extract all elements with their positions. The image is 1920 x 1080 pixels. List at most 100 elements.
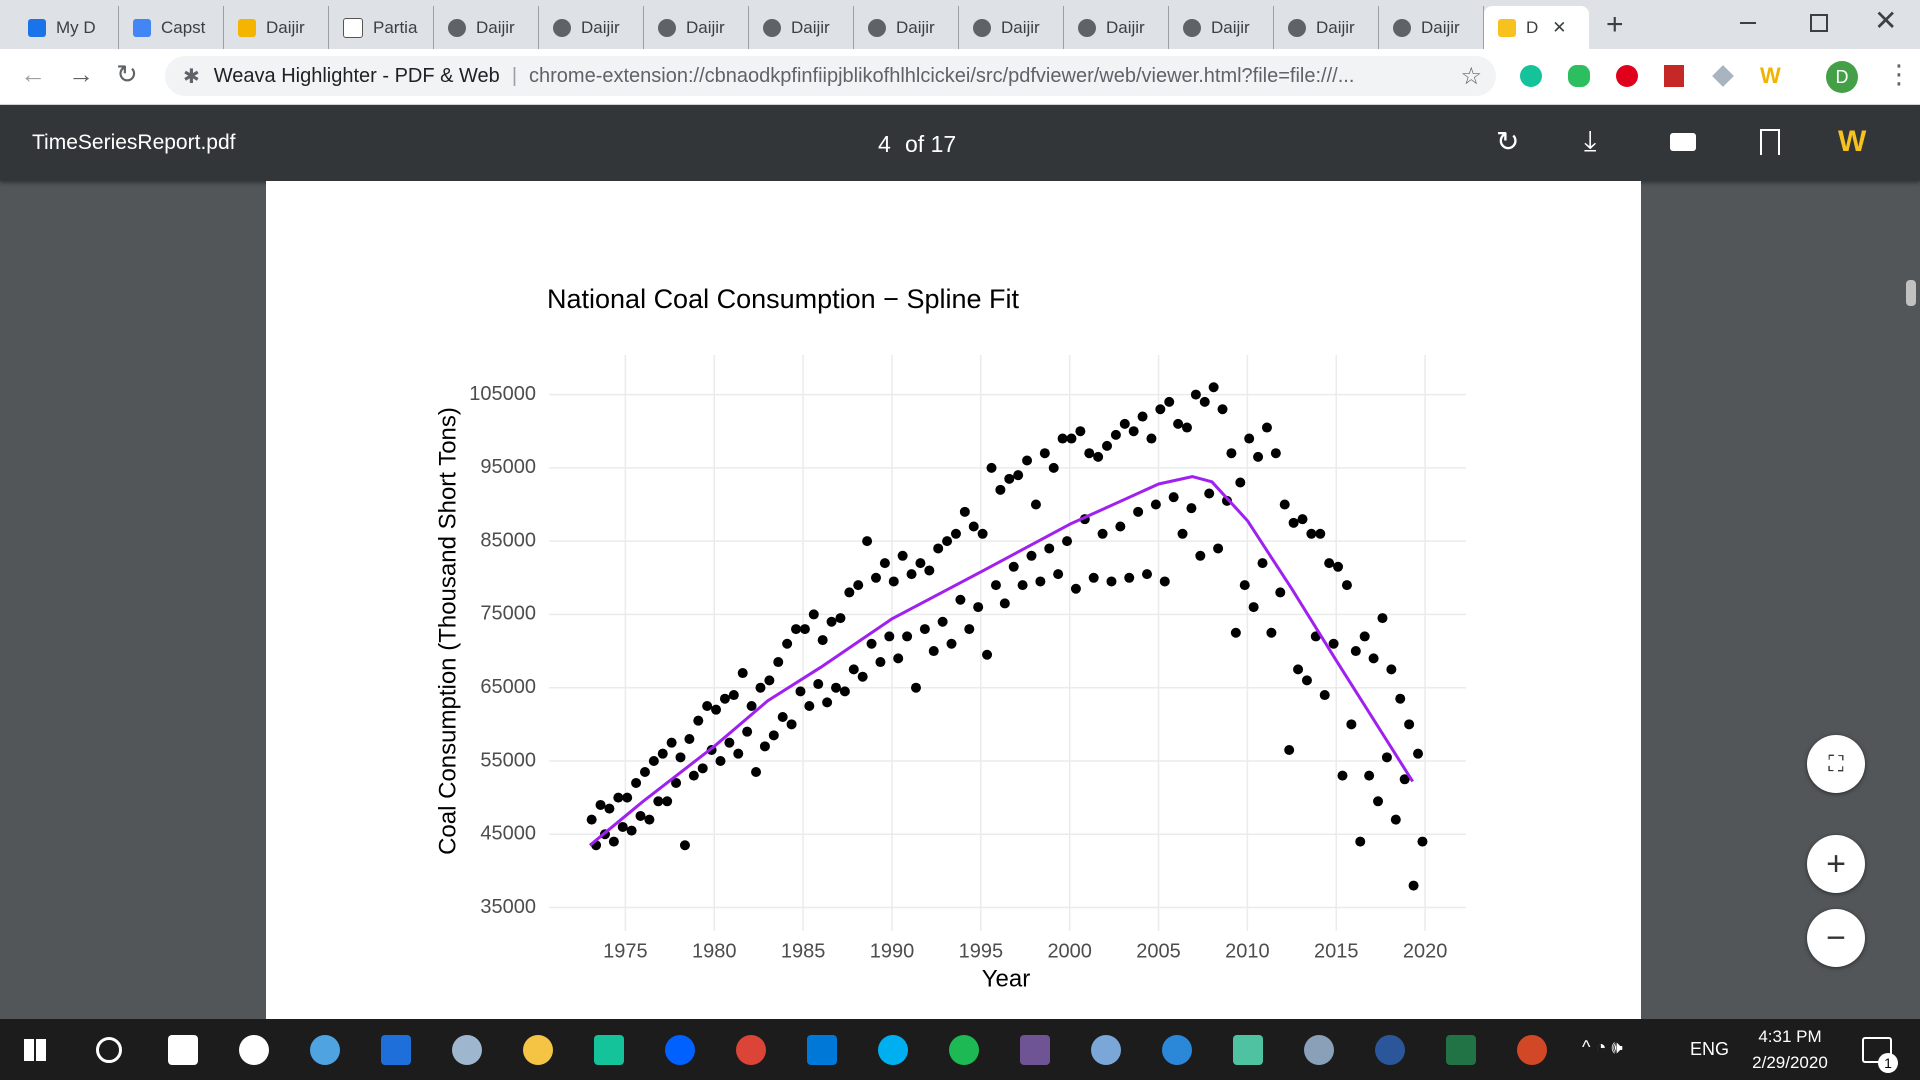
browser-tab[interactable]: Daijir (1274, 6, 1379, 49)
data-point (1150, 499, 1161, 510)
data-point (817, 635, 828, 646)
x-tick-label: 1995 (959, 940, 1004, 962)
tab-title: Daijir (476, 17, 515, 37)
taskbar-app[interactable] (310, 1035, 340, 1065)
taskbar-app[interactable] (1304, 1035, 1334, 1065)
browser-tab[interactable]: Daijir (434, 6, 539, 49)
taskbar-app[interactable] (1446, 1035, 1476, 1065)
tray-icons[interactable]: ^ ◔ 🕪 (1582, 1037, 1623, 1057)
taskbar-app[interactable] (1162, 1035, 1192, 1065)
data-point (910, 682, 921, 693)
omnibox[interactable]: ✱ Weava Highlighter - PDF & Web | chrome… (165, 56, 1496, 96)
maximize-button[interactable] (1810, 14, 1828, 32)
taskbar-app[interactable] (381, 1035, 411, 1065)
data-point (1119, 418, 1130, 429)
browser-tab[interactable]: My D (14, 6, 119, 49)
data-point (1217, 404, 1228, 415)
search-button[interactable] (96, 1037, 122, 1063)
x-tick-label: 1975 (603, 940, 648, 962)
scrollbar-thumb[interactable] (1906, 280, 1916, 306)
data-point (1030, 499, 1041, 510)
taskbar-app[interactable] (878, 1035, 908, 1065)
close-button[interactable]: ✕ (1874, 5, 1898, 36)
data-point (1093, 451, 1104, 462)
data-point (1355, 836, 1366, 847)
data-point (831, 682, 842, 693)
zoom-out-button[interactable]: − (1807, 909, 1865, 967)
data-point (982, 649, 993, 660)
tab-close[interactable]: ✕ (1552, 17, 1567, 37)
data-point (617, 821, 628, 832)
data-point (1159, 576, 1170, 587)
language-indicator[interactable]: ENG (1690, 1039, 1730, 1059)
taskbar-app[interactable] (949, 1035, 979, 1065)
tab-title: Daijir (1421, 17, 1460, 37)
print-button[interactable] (1670, 133, 1696, 151)
browser-tab[interactable]: Daijir (224, 6, 329, 49)
browser-tab[interactable]: Daijir (959, 6, 1064, 49)
taskbar: ^ ◔ 🕪 ENG 4:31 PM 2/29/2020 1 (0, 1019, 1920, 1080)
data-point (897, 550, 908, 561)
data-point (1066, 433, 1077, 444)
extension-weava[interactable]: W (1760, 63, 1781, 88)
browser-tab[interactable]: Daijir (1169, 6, 1274, 49)
data-point (626, 825, 637, 836)
taskbar-app[interactable] (736, 1035, 766, 1065)
minimize-button[interactable] (1740, 22, 1756, 24)
taskbar-app[interactable] (523, 1035, 553, 1065)
menu-button[interactable]: ⋮ (1886, 59, 1912, 89)
data-point (777, 712, 788, 723)
taskbar-app[interactable] (807, 1035, 837, 1065)
browser-tab[interactable]: Daijir (854, 6, 959, 49)
taskbar-app[interactable] (1091, 1035, 1121, 1065)
taskbar-app[interactable] (1375, 1035, 1405, 1065)
browser-tab[interactable]: Capst (119, 6, 224, 49)
data-point (773, 657, 784, 668)
extension-adblock[interactable] (1616, 65, 1638, 87)
browser-tab[interactable]: Partia (329, 6, 434, 49)
extension-book[interactable] (1664, 65, 1684, 87)
extension-evernote[interactable] (1568, 65, 1590, 87)
taskbar-app[interactable] (1517, 1035, 1547, 1065)
start-button[interactable] (24, 1039, 46, 1061)
taskbar-app[interactable] (1020, 1035, 1050, 1065)
data-point (657, 748, 668, 759)
bookmark-star[interactable]: ☆ (1460, 62, 1482, 90)
data-point (1075, 426, 1086, 437)
new-tab-button[interactable]: + (1606, 8, 1624, 41)
browser-tab[interactable]: Daijir (539, 6, 644, 49)
zoom-in-button[interactable]: + (1807, 835, 1865, 893)
clock-date[interactable]: 2/29/2020 (1752, 1053, 1828, 1072)
data-point (1364, 770, 1375, 781)
taskbar-app[interactable] (594, 1035, 624, 1065)
taskbar-app[interactable] (452, 1035, 482, 1065)
page-number[interactable]: 4 (878, 131, 891, 157)
download-button[interactable]: ⤓ (1584, 125, 1597, 156)
profile-avatar[interactable]: D (1826, 61, 1858, 93)
address-bar: ← → ↻ ✱ Weava Highlighter - PDF & Web | … (0, 49, 1920, 105)
tab-favicon (28, 18, 46, 37)
rotate-button[interactable]: ↻ (1496, 126, 1520, 157)
weava-button[interactable]: W (1838, 125, 1867, 158)
taskbar-app[interactable] (1233, 1035, 1263, 1065)
data-point (1155, 404, 1166, 415)
reload-button[interactable]: ↻ (116, 59, 138, 89)
taskbar-app[interactable] (239, 1035, 269, 1065)
back-button[interactable]: ← (20, 59, 46, 89)
clock-time[interactable]: 4:31 PM (1758, 1027, 1822, 1046)
data-point (742, 726, 753, 737)
taskbar-app[interactable] (665, 1035, 695, 1065)
browser-tab[interactable]: Daijir (1064, 6, 1169, 49)
browser-tab[interactable]: Daijir (644, 6, 749, 49)
data-point (1253, 451, 1264, 462)
fit-page-button[interactable]: ⛶ (1807, 735, 1865, 793)
taskbar-app[interactable] (168, 1035, 198, 1065)
data-point (1133, 506, 1144, 517)
forward-button[interactable]: → (68, 59, 94, 89)
browser-tab[interactable]: D ✕ (1484, 6, 1589, 49)
browser-tab[interactable]: Daijir (1379, 6, 1484, 49)
extension-grammarly[interactable] (1520, 65, 1542, 87)
bookmark-button[interactable] (1760, 129, 1780, 155)
notification-center[interactable] (1862, 1037, 1892, 1063)
browser-tab[interactable]: Daijir (749, 6, 854, 49)
